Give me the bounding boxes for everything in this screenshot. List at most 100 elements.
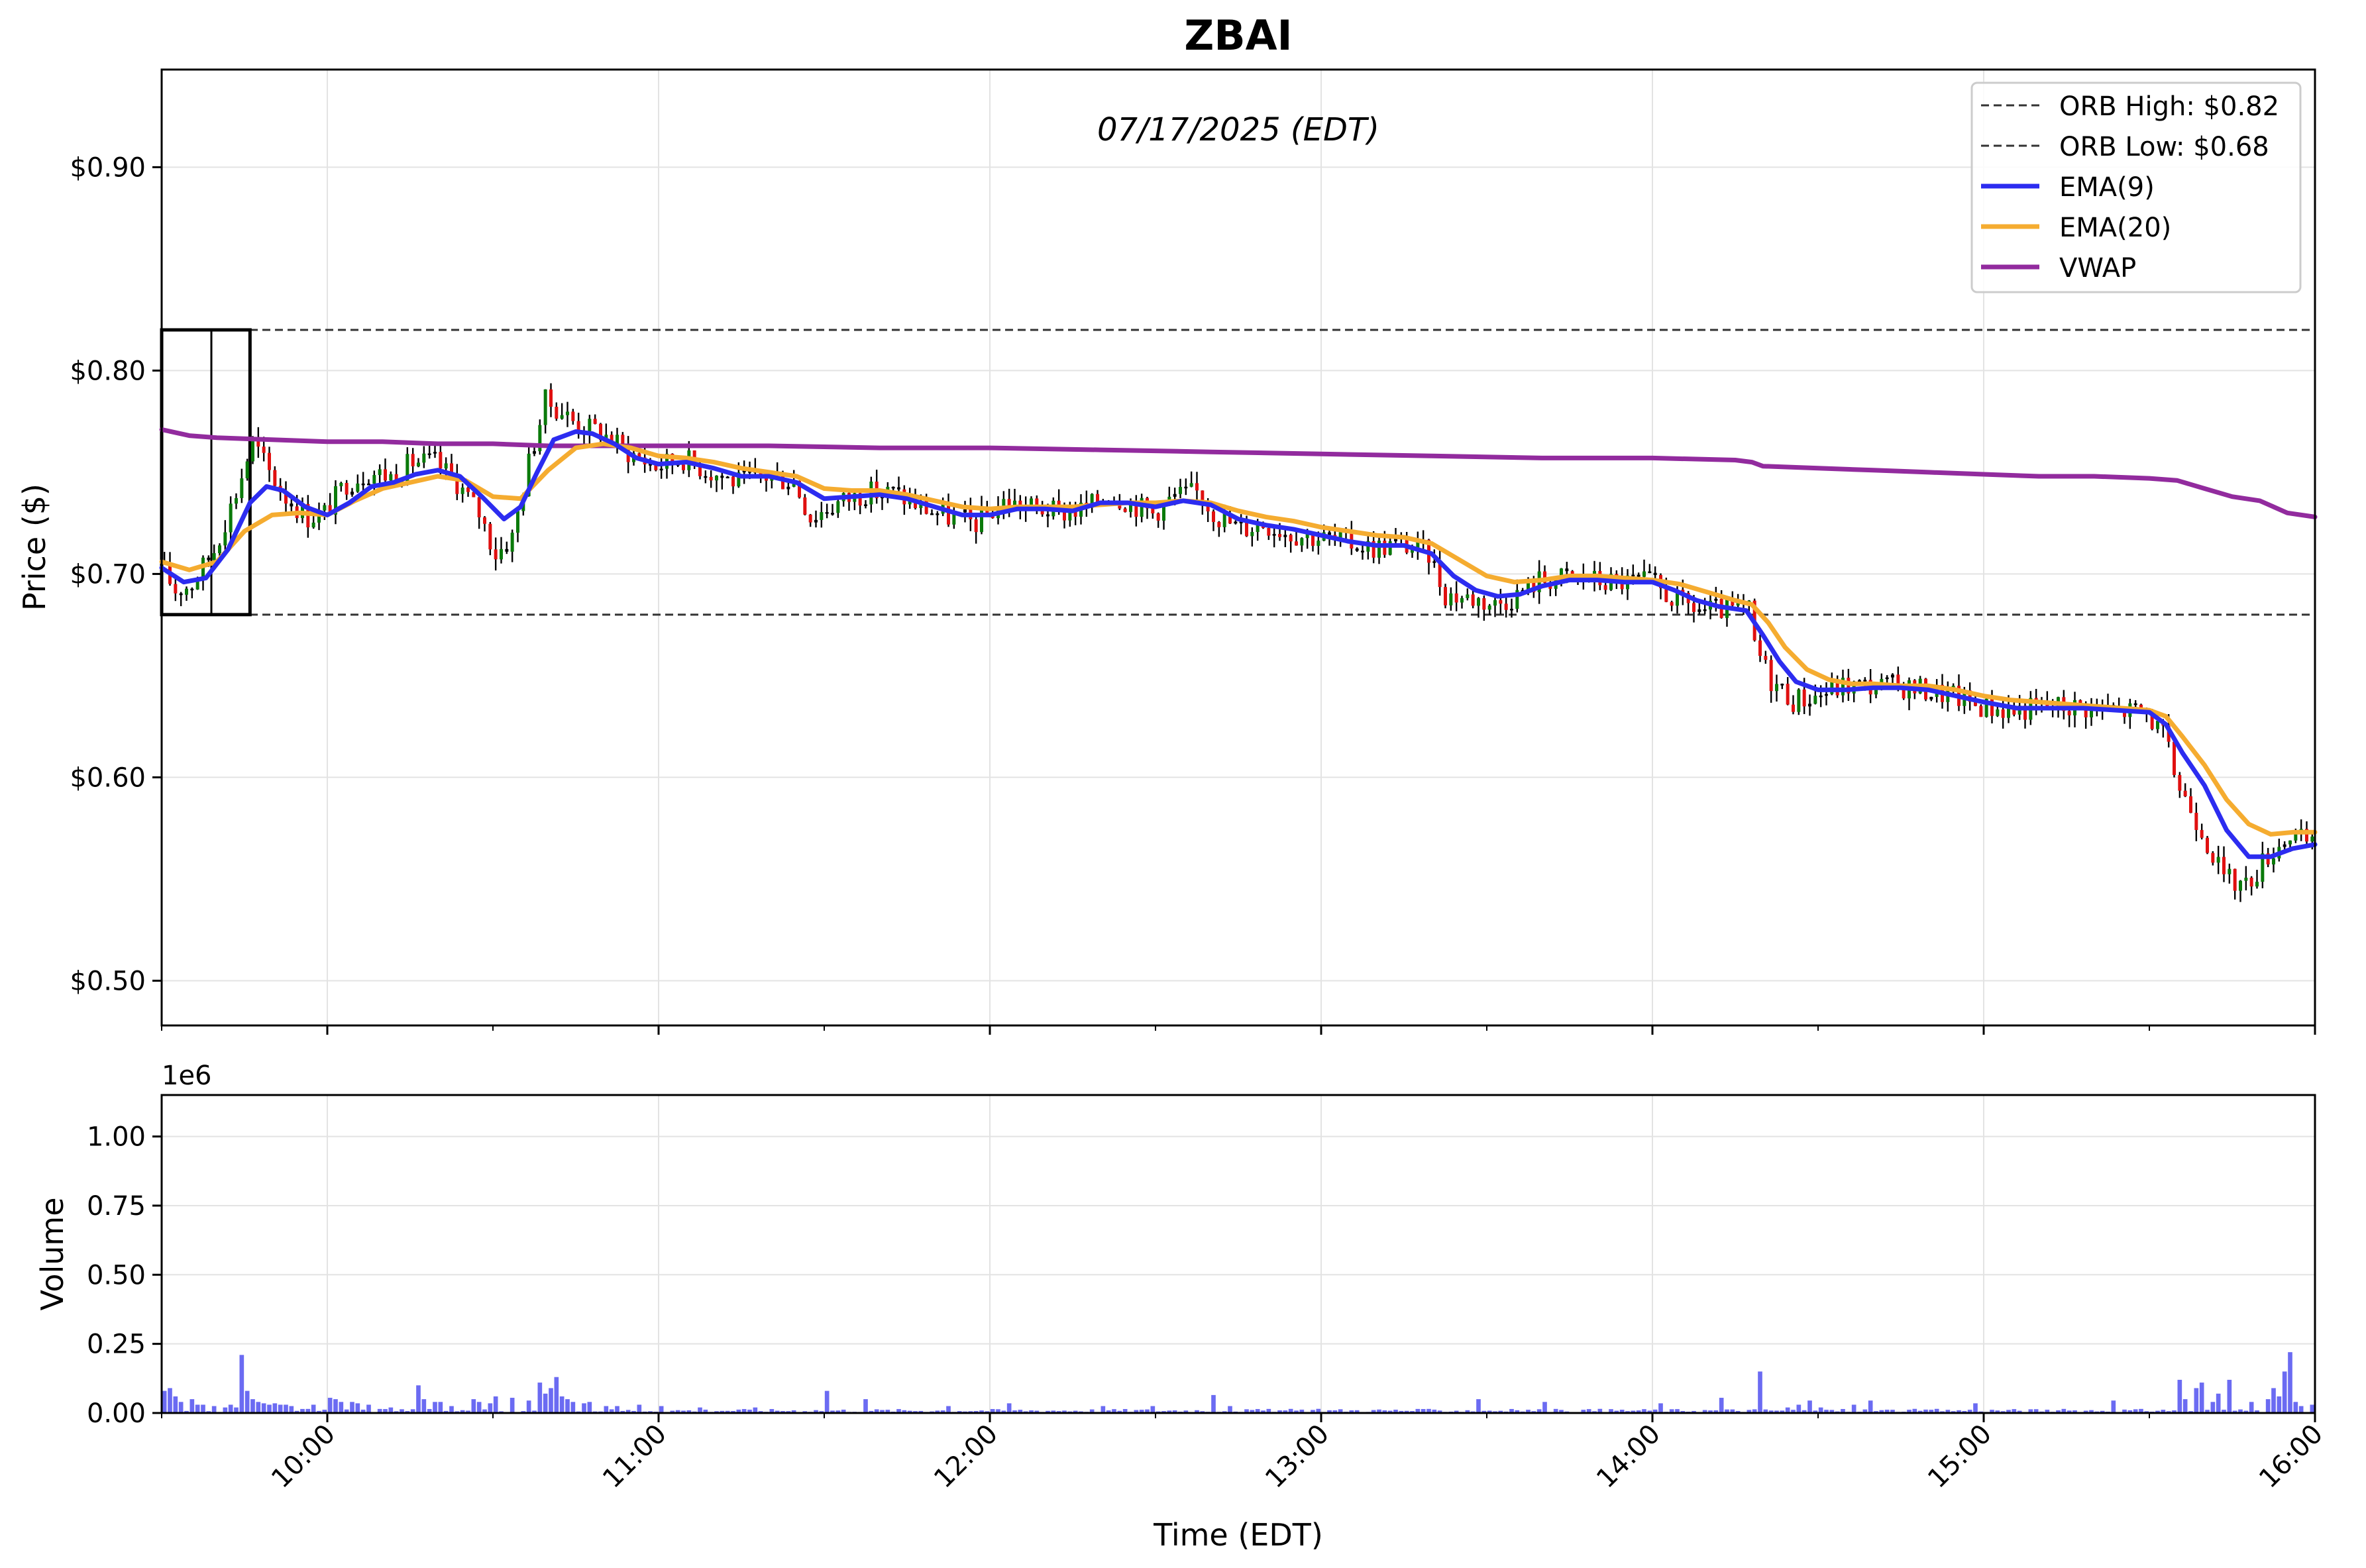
volume-bar (1421, 1409, 1426, 1413)
candle-body (2305, 829, 2308, 842)
candle-body (2078, 700, 2082, 704)
candle-body (1289, 535, 1293, 542)
candle-body (1355, 549, 1359, 551)
volume-bar (2194, 1388, 2199, 1413)
candle-body (709, 476, 713, 481)
candle-body (372, 475, 376, 484)
volume-bar (1332, 1410, 1338, 1413)
candle-body (682, 464, 685, 470)
volume-bar (2243, 1410, 2249, 1413)
volume-bar (250, 1399, 255, 1413)
candle-body (1179, 487, 1182, 494)
candle-body (549, 389, 553, 407)
volume-bar (741, 1409, 747, 1413)
candle-body (1482, 598, 1486, 610)
candle-body (980, 507, 983, 533)
candle-body (659, 468, 663, 471)
volume-bar (1228, 1406, 1232, 1413)
volume-bar (725, 1410, 730, 1413)
candle-body (1819, 695, 1823, 698)
price-y-tick-label: $0.80 (70, 356, 146, 386)
candle-body (284, 492, 288, 504)
volume-bar (289, 1406, 294, 1413)
candle-body (1035, 498, 1039, 505)
volume-bar (2298, 1406, 2304, 1413)
candle-body (1283, 535, 1287, 537)
candle-body (1278, 534, 1281, 537)
volume-bar (554, 1377, 559, 1413)
volume-bar (1868, 1400, 1873, 1413)
volume-bar (427, 1408, 432, 1413)
volume-bar (1780, 1410, 1785, 1413)
candle-body (742, 470, 746, 473)
volume-bar (1642, 1409, 1646, 1413)
volume-bar (565, 1399, 570, 1413)
volume-bar (604, 1406, 609, 1413)
volume-bar (549, 1388, 553, 1413)
candle-body (1471, 594, 1475, 606)
volume-bar (1929, 1410, 1934, 1413)
candle-body (2211, 853, 2215, 863)
volume-bar (979, 1410, 984, 1413)
candle-body (720, 476, 724, 478)
volume-bar (1652, 1409, 1658, 1413)
legend-label-ema9: EMA(9) (2059, 172, 2155, 203)
candle-body (1317, 541, 1320, 547)
candle-body (1510, 609, 1513, 611)
candle-body (1786, 684, 1790, 705)
volume-bar (532, 1410, 537, 1413)
candle-body (427, 453, 431, 455)
volume-bar (1647, 1410, 1652, 1413)
volume-bar (1862, 1409, 1868, 1413)
volume-bar (355, 1403, 360, 1413)
volume-bar (1907, 1410, 1911, 1413)
candle-body (433, 452, 437, 454)
candle-body (616, 435, 619, 445)
candle-body (2283, 844, 2286, 847)
volume-bar (2083, 1410, 2088, 1413)
volume-bar (1465, 1410, 1470, 1413)
volume-bar (460, 1410, 465, 1413)
volume-bar (869, 1410, 874, 1413)
candle-body (2310, 836, 2314, 842)
volume-bar (1851, 1404, 1856, 1413)
candle-body (1096, 494, 1099, 503)
volume-bar (637, 1404, 642, 1413)
volume-y-tick-label: 0.75 (87, 1191, 146, 1222)
candle-body (1068, 511, 1072, 521)
candle-body (500, 549, 503, 560)
volume-bar (466, 1410, 470, 1413)
candle-body (460, 487, 464, 494)
volume-bar (537, 1383, 543, 1413)
candle-body (576, 421, 580, 434)
candle-body (1681, 590, 1685, 594)
volume-bar (1244, 1409, 1249, 1413)
price-subtitle: 07/17/2025 (EDT) (1097, 111, 1379, 148)
volume-bar (2222, 1410, 2226, 1413)
volume-bar (1150, 1406, 1156, 1413)
candle-body (235, 497, 238, 504)
candle-body (389, 474, 393, 481)
volume-bar (2238, 1409, 2243, 1413)
volume-bar (267, 1404, 272, 1413)
candle-body (1195, 483, 1199, 491)
volume-bar (907, 1410, 912, 1413)
candle-body (1129, 501, 1132, 512)
volume-bar (1261, 1410, 1265, 1413)
volume-bar (366, 1404, 371, 1413)
candle-body (1460, 598, 1464, 603)
candle-body (1775, 684, 1778, 692)
candle-body (334, 486, 337, 515)
candle-body (1714, 598, 1718, 601)
volume-bar (1139, 1410, 1144, 1413)
volume-bar (410, 1409, 415, 1413)
volume-bar (317, 1410, 321, 1413)
candle-body (2194, 812, 2198, 830)
volume-bar (350, 1402, 354, 1413)
opening-range (160, 328, 2315, 617)
volume-bar (1614, 1410, 1619, 1413)
volume-bar (2172, 1410, 2177, 1413)
candle-body (1642, 571, 1646, 577)
candle-body (218, 545, 221, 554)
candle-body (1637, 574, 1640, 577)
